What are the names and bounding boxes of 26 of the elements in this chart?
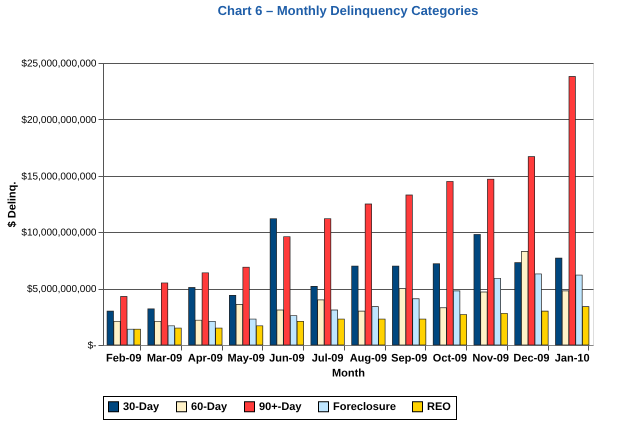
y-tick-label: $- <box>88 340 96 352</box>
x-tick-label: Jun-09 <box>269 352 305 364</box>
x-tick-label: May-09 <box>227 352 265 364</box>
x-axis-title: Month <box>332 368 366 380</box>
x-tick-label: Sep-09 <box>391 352 428 364</box>
legend-label: 30-Day <box>123 400 160 413</box>
x-tick-label: Oct-09 <box>432 352 468 364</box>
x-tick-label: Aug-09 <box>350 352 388 364</box>
x-tick-label: Dec-09 <box>513 352 550 364</box>
x-tick-label: Mar-09 <box>146 352 182 364</box>
legend-label: REO <box>427 400 452 413</box>
y-tick-label: $10,000,000,000 <box>21 228 97 239</box>
x-tick-label: Feb-09 <box>106 352 142 364</box>
y-axis-title: $ Delinq. <box>6 182 18 228</box>
legend-label: 60-Day <box>191 400 228 413</box>
x-tick-label: Nov-09 <box>472 352 510 364</box>
y-tick-label: $15,000,000,000 <box>21 171 97 182</box>
y-tick-label: $20,000,000,000 <box>21 114 97 126</box>
legend-label: Foreclosure <box>333 400 396 413</box>
y-tick-label: $25,000,000,000 <box>21 58 97 70</box>
y-tick-label: $5,000,000,000 <box>26 284 97 296</box>
x-tick-label: Apr-09 <box>188 352 223 364</box>
x-tick-label: Jan-10 <box>554 352 590 364</box>
chart-title: Chart 6 – Monthly Delinquency Categories <box>218 3 478 18</box>
x-tick-label: Jul-09 <box>312 352 344 364</box>
legend-label: 90+-Day <box>259 400 302 413</box>
